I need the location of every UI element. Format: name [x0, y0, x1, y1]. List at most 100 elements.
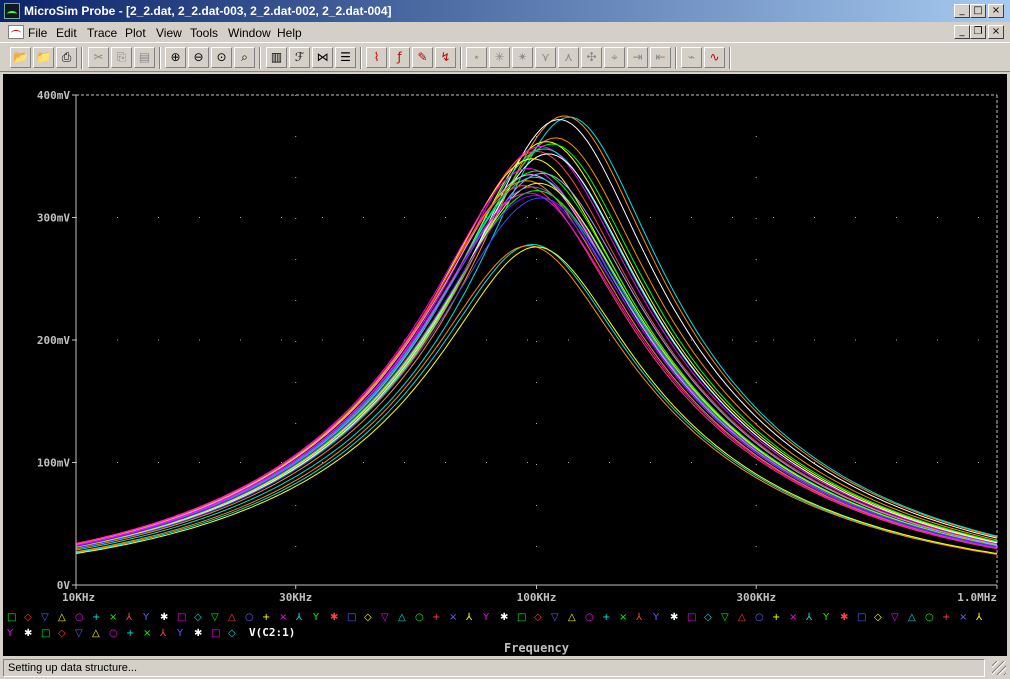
- menu-window[interactable]: Window: [228, 26, 271, 40]
- trace-line: [75, 194, 998, 548]
- menu-edit[interactable]: Edit: [56, 26, 77, 40]
- legend-symbol: ⅄: [296, 612, 303, 623]
- log-y-icon[interactable]: ☰: [335, 47, 356, 68]
- legend-symbol: ○: [245, 612, 254, 623]
- ac-sweep-plot[interactable]: 0V 100mV 200mV 300mV 400mV 10KHz 30KHz 100KHz 30…: [3, 74, 1007, 656]
- cursor-point-icon[interactable]: ✣: [581, 47, 602, 68]
- doc-minimize-button[interactable]: _: [954, 25, 970, 39]
- legend-symbol: ✱: [670, 612, 678, 623]
- menu-plot[interactable]: Plot: [125, 26, 146, 40]
- trace-line: [75, 186, 998, 548]
- trace-line: [75, 115, 998, 550]
- legend-symbol: △: [92, 628, 100, 639]
- legend-symbol: Y: [822, 612, 830, 623]
- legend-symbol: ○: [109, 628, 118, 639]
- menu-view[interactable]: View: [156, 26, 182, 40]
- menu-help[interactable]: Help: [277, 26, 302, 40]
- close-button[interactable]: ×: [988, 4, 1004, 18]
- open-icon[interactable]: 📂: [10, 47, 31, 68]
- trace-line: [75, 185, 998, 550]
- legend-symbol: ✱: [194, 628, 202, 639]
- legend-symbol: ✱: [840, 612, 848, 623]
- y-tick-label: 0V: [57, 579, 71, 592]
- label-icon[interactable]: ✎: [412, 47, 433, 68]
- copy-icon[interactable]: ⎘: [111, 47, 132, 68]
- cursor-slope-icon[interactable]: ✴: [512, 47, 533, 68]
- toolbar-separator: [675, 47, 677, 69]
- legend-symbol: ×: [789, 612, 797, 623]
- toolbar: 📂 📁 ⎙ ✂ ⎘ ▤ ⊕ ⊖ ⊙ ⌕ ▥ ℱ ⋈ ☰ ⌇ ƒ ✎ ↯ ⋆ ✳ …: [0, 42, 1010, 72]
- y-tick-label: 200mV: [37, 334, 70, 347]
- legend-symbol: ✱: [160, 612, 168, 623]
- legend-symbol: ⅄: [636, 612, 643, 623]
- print-icon[interactable]: ⎙: [56, 47, 77, 68]
- cursor-min-icon[interactable]: ⋎: [535, 47, 556, 68]
- minimize-button[interactable]: _: [954, 4, 970, 18]
- zoom-out-icon[interactable]: ⊖: [188, 47, 209, 68]
- menu-file[interactable]: File: [28, 26, 48, 40]
- eval-goal-icon[interactable]: ƒ: [389, 47, 410, 68]
- legend-symbol: □: [687, 612, 696, 623]
- doc-close-button[interactable]: ×: [988, 25, 1004, 39]
- legend-symbol: ⅄: [126, 612, 133, 623]
- resize-grip[interactable]: [992, 661, 1006, 675]
- trace-line: [75, 243, 998, 555]
- legend-symbol: Y: [482, 612, 490, 623]
- toolbar-separator: [159, 47, 161, 69]
- legend-symbol: △: [568, 612, 576, 623]
- title-bar: MicroSim Probe - [2_2.dat, 2_2.dat-003, …: [0, 0, 1010, 22]
- legend-symbol: ○: [415, 612, 424, 623]
- legend-symbol: ○: [925, 612, 934, 623]
- cursor-peak-icon[interactable]: ⋆: [466, 47, 487, 68]
- legend-symbol: +: [262, 612, 270, 623]
- fourier-icon[interactable]: ℱ: [289, 47, 310, 68]
- legend-symbol: +: [92, 612, 100, 623]
- maximize-button[interactable]: □: [970, 4, 986, 18]
- cursor-next-icon[interactable]: ⇥: [627, 47, 648, 68]
- legend-symbol: ×: [959, 612, 967, 623]
- legend-symbol: ◇: [534, 612, 542, 623]
- legend-symbol: Y: [176, 628, 184, 639]
- cursor-max-icon[interactable]: ⋏: [558, 47, 579, 68]
- toolbar-separator: [729, 47, 731, 69]
- mark-label-icon[interactable]: ⌁: [681, 47, 702, 68]
- trace-line: [75, 182, 998, 548]
- legend-symbol: ×: [619, 612, 627, 623]
- trace-line: [75, 116, 998, 551]
- display-cursor-icon[interactable]: ∿: [704, 47, 725, 68]
- mark-data-icon[interactable]: ↯: [435, 47, 456, 68]
- zoom-fit-icon[interactable]: ⌕: [234, 47, 255, 68]
- legend-symbol: ▽: [211, 612, 219, 623]
- doc-restore-button[interactable]: ❐: [970, 25, 986, 39]
- cursor-trough-icon[interactable]: ✳: [489, 47, 510, 68]
- trace-line: [75, 192, 998, 549]
- legend-symbol: □: [177, 612, 186, 623]
- performance-icon[interactable]: ⋈: [312, 47, 333, 68]
- document-icon[interactable]: [8, 25, 24, 39]
- zoom-in-icon[interactable]: ⊕: [165, 47, 186, 68]
- legend-symbol: ✱: [500, 612, 508, 623]
- toolbar-separator: [259, 47, 261, 69]
- legend-symbol: ▽: [551, 612, 559, 623]
- legend-symbol: △: [738, 612, 746, 623]
- trace-line: [75, 197, 998, 549]
- zoom-area-icon[interactable]: ⊙: [211, 47, 232, 68]
- legend-symbol: Y: [312, 612, 320, 623]
- legend-symbol: □: [211, 628, 220, 639]
- add-trace-icon[interactable]: ⌇: [366, 47, 387, 68]
- cursor-prev-icon[interactable]: ⇤: [650, 47, 671, 68]
- legend-symbol: □: [347, 612, 356, 623]
- open-append-icon[interactable]: 📁: [33, 47, 54, 68]
- paste-icon[interactable]: ▤: [134, 47, 155, 68]
- status-bar: Setting up data structure...: [3, 659, 985, 677]
- menu-tools[interactable]: Tools: [190, 26, 219, 40]
- menu-trace[interactable]: Trace: [87, 26, 118, 40]
- log-x-icon[interactable]: ▥: [266, 47, 287, 68]
- cursor-search-icon[interactable]: ⌖: [604, 47, 625, 68]
- legend-symbol: ▽: [381, 612, 389, 623]
- cut-icon[interactable]: ✂: [88, 47, 109, 68]
- legend-symbol: □: [857, 612, 866, 623]
- app-icon[interactable]: [4, 3, 20, 19]
- legend-symbol: ⅄: [466, 612, 473, 623]
- y-tick-label: 300mV: [37, 212, 70, 225]
